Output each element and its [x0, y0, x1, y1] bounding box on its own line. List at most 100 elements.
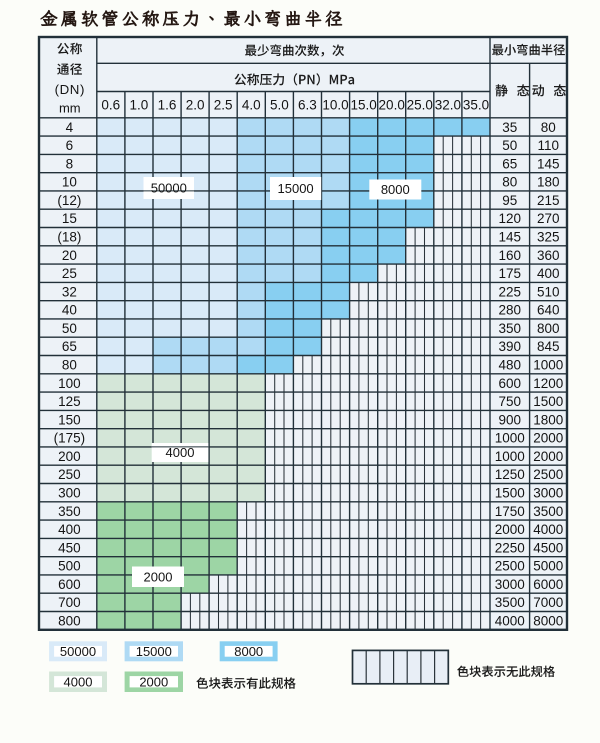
svg-text:900: 900 — [499, 412, 522, 427]
svg-text:845: 845 — [537, 339, 560, 354]
svg-text:50: 50 — [62, 321, 77, 336]
svg-text:mm: mm — [59, 101, 81, 116]
svg-text:200: 200 — [58, 449, 81, 464]
svg-text:2.5: 2.5 — [214, 98, 233, 113]
svg-text:1200: 1200 — [533, 376, 563, 391]
svg-text:1500: 1500 — [533, 394, 563, 409]
svg-text:750: 750 — [499, 394, 522, 409]
svg-text:50000: 50000 — [151, 181, 187, 196]
svg-text:800: 800 — [537, 321, 560, 336]
svg-text:500: 500 — [58, 559, 81, 574]
svg-text:6: 6 — [66, 138, 74, 153]
svg-text:3500: 3500 — [495, 595, 525, 610]
svg-text:15000: 15000 — [278, 181, 314, 196]
svg-text:215: 215 — [537, 193, 560, 208]
svg-text:8000: 8000 — [533, 614, 563, 629]
svg-text:1250: 1250 — [495, 467, 525, 482]
svg-text:1500: 1500 — [495, 486, 525, 501]
svg-text:4500: 4500 — [533, 540, 563, 555]
svg-text:25: 25 — [62, 266, 77, 281]
svg-text:270: 270 — [537, 211, 560, 226]
svg-text:110: 110 — [538, 138, 560, 153]
svg-text:1.0: 1.0 — [130, 98, 149, 113]
svg-text:25.0: 25.0 — [407, 98, 433, 113]
svg-text:4000: 4000 — [495, 614, 525, 629]
svg-text:280: 280 — [499, 303, 522, 318]
svg-text:225: 225 — [499, 284, 522, 299]
svg-text:8: 8 — [66, 156, 74, 171]
svg-text:2.0: 2.0 — [186, 98, 205, 113]
svg-text:10: 10 — [62, 175, 77, 190]
svg-text:10.0: 10.0 — [322, 98, 348, 113]
svg-text:6000: 6000 — [533, 577, 563, 592]
svg-text:1.6: 1.6 — [158, 98, 177, 113]
svg-text:700: 700 — [58, 595, 81, 610]
svg-text:3000: 3000 — [533, 486, 563, 501]
svg-text:480: 480 — [499, 358, 522, 373]
svg-text:2000: 2000 — [495, 522, 525, 537]
svg-text:(DN): (DN) — [55, 82, 85, 97]
svg-text:400: 400 — [58, 522, 81, 537]
svg-text:2500: 2500 — [533, 467, 563, 482]
svg-text:6.3: 6.3 — [298, 98, 317, 113]
svg-text:15: 15 — [62, 211, 77, 226]
svg-text:2250: 2250 — [495, 540, 525, 555]
svg-text:80: 80 — [62, 358, 77, 373]
svg-text:2500: 2500 — [495, 559, 525, 574]
svg-text:325: 325 — [537, 230, 560, 245]
svg-text:2000: 2000 — [533, 431, 563, 446]
svg-text:2000: 2000 — [144, 570, 173, 585]
svg-text:390: 390 — [499, 339, 522, 354]
svg-text:4000: 4000 — [533, 522, 563, 537]
svg-text:120: 120 — [499, 211, 522, 226]
svg-text:450: 450 — [58, 540, 81, 555]
svg-text:1800: 1800 — [533, 412, 563, 427]
svg-text:50: 50 — [502, 138, 517, 153]
svg-text:20.0: 20.0 — [379, 98, 405, 113]
svg-text:4000: 4000 — [64, 674, 93, 689]
svg-text:80: 80 — [502, 175, 517, 190]
svg-text:40: 40 — [62, 303, 77, 318]
svg-text:400: 400 — [537, 266, 560, 281]
svg-text:510: 510 — [537, 284, 560, 299]
svg-text:95: 95 — [502, 193, 517, 208]
svg-text:65: 65 — [502, 156, 517, 171]
svg-text:5.0: 5.0 — [270, 98, 289, 113]
svg-text:3500: 3500 — [533, 504, 563, 519]
svg-text:8000: 8000 — [234, 644, 263, 659]
svg-text:350: 350 — [499, 321, 522, 336]
svg-text:50000: 50000 — [60, 644, 96, 659]
svg-text:0.6: 0.6 — [101, 98, 120, 113]
svg-text:600: 600 — [499, 376, 522, 391]
svg-text:35: 35 — [502, 120, 517, 135]
svg-text:5000: 5000 — [533, 559, 563, 574]
svg-text:145: 145 — [537, 156, 560, 171]
svg-text:65: 65 — [62, 339, 77, 354]
svg-text:600: 600 — [58, 577, 81, 592]
svg-text:300: 300 — [58, 486, 81, 501]
svg-text:250: 250 — [58, 467, 81, 482]
svg-text:175: 175 — [499, 266, 522, 281]
svg-text:(12): (12) — [57, 193, 81, 208]
svg-text:100: 100 — [58, 376, 81, 391]
svg-text:2000: 2000 — [533, 449, 563, 464]
svg-text:4: 4 — [66, 120, 74, 135]
svg-text:1000: 1000 — [533, 358, 563, 373]
svg-text:4000: 4000 — [166, 445, 195, 460]
svg-text:640: 640 — [537, 303, 560, 318]
svg-text:1750: 1750 — [495, 504, 525, 519]
svg-text:1000: 1000 — [495, 431, 525, 446]
svg-text:150: 150 — [58, 412, 81, 427]
svg-text:800: 800 — [58, 614, 81, 629]
svg-text:(18): (18) — [57, 230, 81, 245]
svg-text:15000: 15000 — [136, 644, 172, 659]
svg-text:1000: 1000 — [495, 449, 525, 464]
svg-text:145: 145 — [499, 230, 522, 245]
svg-text:15.0: 15.0 — [350, 98, 376, 113]
svg-text:2000: 2000 — [139, 674, 168, 689]
svg-text:35.0: 35.0 — [463, 98, 489, 113]
svg-text:80: 80 — [541, 120, 556, 135]
svg-text:20: 20 — [62, 248, 77, 263]
svg-text:360: 360 — [537, 248, 560, 263]
svg-text:125: 125 — [58, 394, 81, 409]
